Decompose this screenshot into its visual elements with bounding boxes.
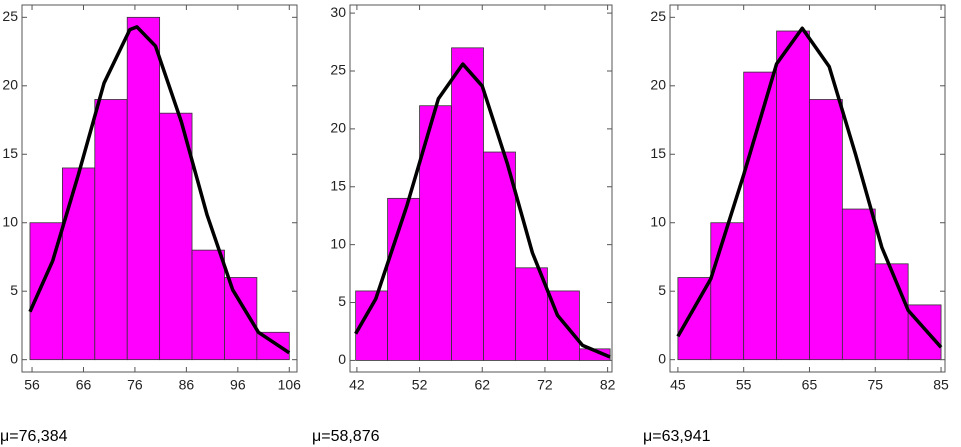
x-tick-label: 65: [802, 377, 818, 393]
bar: [387, 197, 420, 361]
bar: [710, 222, 745, 361]
x-tick-label: 52: [412, 377, 428, 393]
y-tick-label: 5: [10, 282, 18, 298]
y-tick-label: 10: [650, 213, 666, 229]
y-tick-label: 25: [2, 8, 18, 24]
x-tick-label: 62: [474, 377, 490, 393]
y-tick-label: 25: [650, 8, 666, 24]
bar: [191, 249, 225, 361]
x-tick-label: 75: [867, 377, 883, 393]
density-curve: [28, 25, 291, 355]
x-tick-label: 82: [600, 377, 616, 393]
annotation: μ=63,941: [643, 428, 711, 445]
bar: [61, 167, 96, 361]
x-tick-label: 55: [736, 377, 752, 393]
bar: [126, 16, 161, 361]
y-tick-label: 5: [338, 293, 346, 309]
x-tick-label: 96: [230, 377, 246, 393]
bar: [677, 277, 712, 361]
y-tick-label: 20: [330, 120, 346, 136]
bar: [515, 267, 548, 361]
bar: [159, 112, 193, 361]
bar: [776, 30, 810, 361]
x-tick-label: 45: [670, 377, 686, 393]
bar: [94, 99, 128, 361]
y-tick-label: 25: [330, 62, 346, 78]
x-tick-label: 106: [278, 377, 302, 393]
y-tick-label: 0: [338, 351, 346, 367]
bar: [841, 208, 876, 361]
bar: [809, 99, 843, 361]
y-tick-label: 0: [658, 350, 666, 366]
annotation: μ=76,384: [0, 428, 68, 445]
y-tick-label: 20: [2, 76, 18, 92]
density-curve: [354, 62, 611, 359]
y-tick-label: 10: [2, 213, 18, 229]
y-tick-label: 20: [650, 76, 666, 92]
x-tick-label: 86: [179, 377, 195, 393]
y-tick-label: 15: [650, 145, 666, 161]
y-tick-label: 15: [2, 145, 18, 161]
x-tick-label: 72: [537, 377, 553, 393]
x-tick-label: 66: [76, 377, 92, 393]
bar: [451, 47, 484, 361]
y-tick-label: 30: [330, 4, 346, 20]
x-tick-label: 42: [349, 377, 365, 393]
y-tick-label: 0: [10, 350, 18, 366]
annotation: μ=58,876: [312, 428, 380, 445]
density-curve: [676, 26, 943, 349]
x-tick-label: 76: [127, 377, 143, 393]
bar: [483, 151, 516, 361]
y-tick-label: 10: [330, 235, 346, 251]
y-tick-label: 15: [330, 177, 346, 193]
bar: [907, 304, 942, 361]
bar: [874, 263, 909, 361]
x-tick-label: 56: [24, 377, 40, 393]
y-tick-label: 5: [658, 282, 666, 298]
x-tick-label: 85: [933, 377, 949, 393]
